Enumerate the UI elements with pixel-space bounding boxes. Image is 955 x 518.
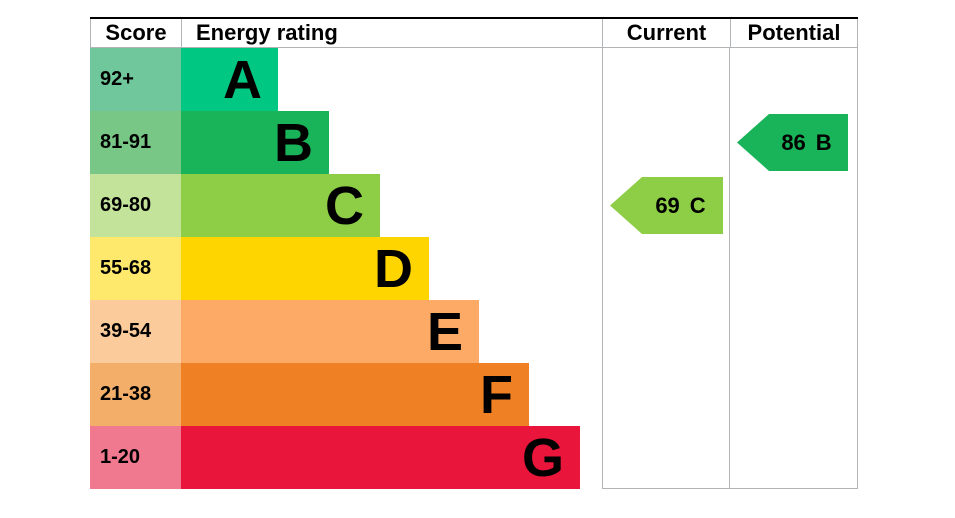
potential-score: 86 <box>781 129 806 155</box>
score-range-label: 81-91 <box>90 111 181 174</box>
band-letter: E <box>426 301 463 362</box>
score-range-label: 21-38 <box>90 363 181 426</box>
score-range-label: 69-80 <box>90 174 181 237</box>
header-current: Current <box>602 19 730 48</box>
potential-band-letter: B <box>815 129 832 155</box>
header-score: Score <box>90 19 181 48</box>
band-letter: B <box>274 112 313 173</box>
band-bar-b: B <box>181 111 329 174</box>
band-row: 55-68 D <box>90 237 858 300</box>
current-score: 69 <box>655 192 680 218</box>
header-energy-rating: Energy rating <box>181 19 602 48</box>
band-letter: A <box>223 49 262 110</box>
score-range-label: 92+ <box>90 48 181 111</box>
score-range-label: 39-54 <box>90 300 181 363</box>
header-potential: Potential <box>730 19 858 48</box>
band-letter: F <box>480 364 513 425</box>
band-bar-e: E <box>181 300 479 363</box>
band-bar-c: C <box>181 174 380 237</box>
band-row: 81-91 B <box>90 111 858 174</box>
band-bar-f: F <box>181 363 529 426</box>
potential-column <box>730 48 858 489</box>
band-letter: C <box>325 175 364 236</box>
band-row: 21-38 F <box>90 363 858 426</box>
band-bar-d: D <box>181 237 429 300</box>
band-row: 39-54 E <box>90 300 858 363</box>
band-bar-a: A <box>181 48 278 111</box>
score-range-label: 1-20 <box>90 426 181 489</box>
current-band-letter: C <box>689 192 706 218</box>
band-letter: G <box>521 427 564 488</box>
band-row: 92+ A <box>90 48 858 111</box>
band-bar-g: G <box>181 426 580 489</box>
band-row: 1-20 G <box>90 426 858 489</box>
score-range-label: 55-68 <box>90 237 181 300</box>
band-letter: D <box>374 238 413 299</box>
table-top-border <box>90 17 858 19</box>
band-row: 69-80 C <box>90 174 858 237</box>
current-column <box>602 48 730 489</box>
